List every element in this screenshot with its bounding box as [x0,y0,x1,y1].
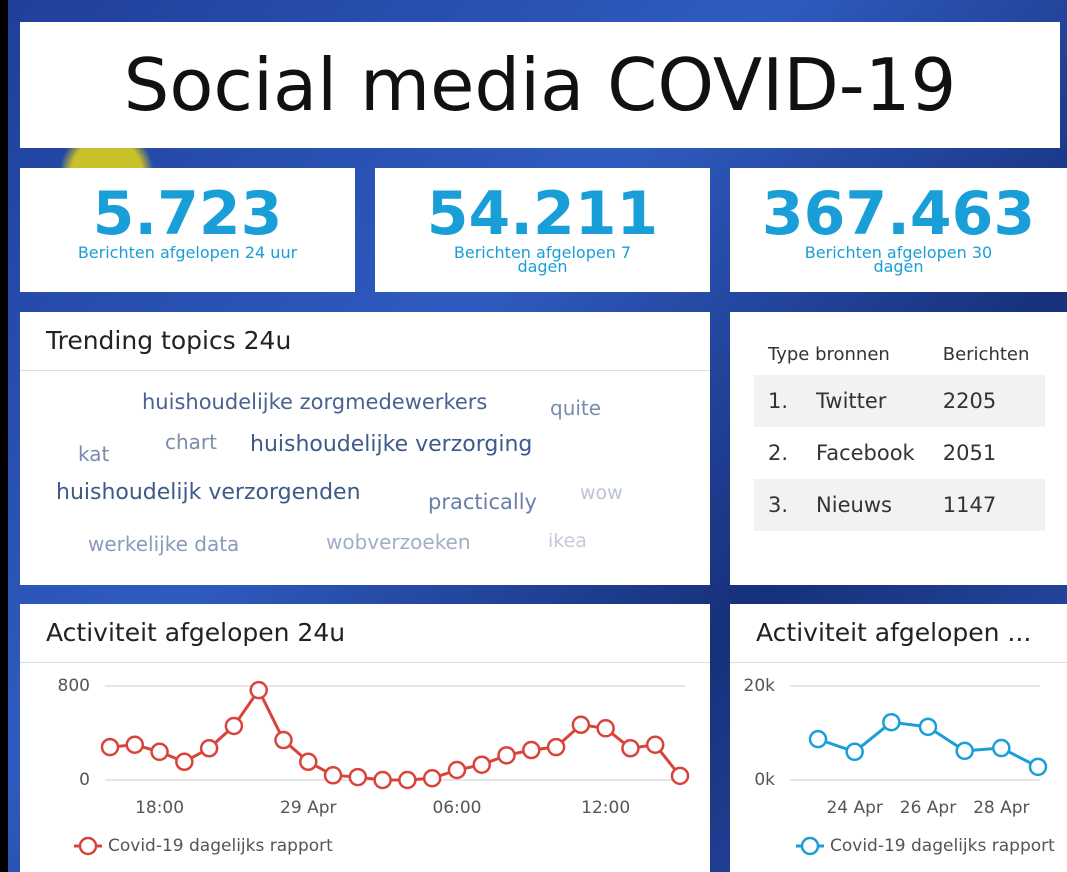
point [957,743,973,759]
point [375,772,391,788]
point [810,731,826,747]
legend-marker [80,838,96,854]
legend-label: Covid-19 dagelijks rapport [830,836,1055,856]
point [300,754,316,770]
x-tick-label: 29 Apr [280,798,336,818]
point [251,682,267,698]
legend-marker [802,838,818,854]
x-tick-label: 12:00 [581,798,630,818]
point [883,714,899,730]
point [424,770,440,786]
dashboard: Social media COVID-19 5.723Berichten afg… [0,0,1067,872]
legend-label: Covid-19 dagelijks rapport [108,836,333,856]
y-tick-label: 0k [754,770,775,790]
point [176,754,192,770]
point [548,739,564,755]
x-tick-label: 28 Apr [973,798,1029,818]
point [847,744,863,760]
x-tick-label: 06:00 [432,798,481,818]
y-tick-label: 800 [58,676,90,696]
point [127,737,143,753]
point [920,719,936,735]
x-tick-label: 24 Apr [826,798,882,818]
charts: 0 800 18:00 29 Apr 06:00 12:00 Covid-19 dageli… [0,0,1067,872]
point [474,757,490,773]
point [201,740,217,756]
point [993,740,1009,756]
chart-1: 0k 20k 24 Apr 26 Apr 28 Apr Covid-19 dagelijk… [744,676,1056,856]
point [647,737,663,753]
point [573,717,589,733]
series-line [110,690,680,780]
chart-0: 0 800 18:00 29 Apr 06:00 12:00 Covid-19 dageli… [58,676,688,856]
point [226,718,242,734]
point [449,762,465,778]
point [152,744,168,760]
x-tick-label: 18:00 [135,798,184,818]
point [399,772,415,788]
point [598,720,614,736]
point [523,742,539,758]
y-tick-label: 20k [744,676,776,696]
x-tick-label: 26 Apr [900,798,956,818]
point [622,740,638,756]
point [325,767,341,783]
point [1030,759,1046,775]
y-tick-label: 0 [79,770,90,790]
point [275,732,291,748]
point [499,747,515,763]
point [350,769,366,785]
point [672,768,688,784]
point [102,739,118,755]
